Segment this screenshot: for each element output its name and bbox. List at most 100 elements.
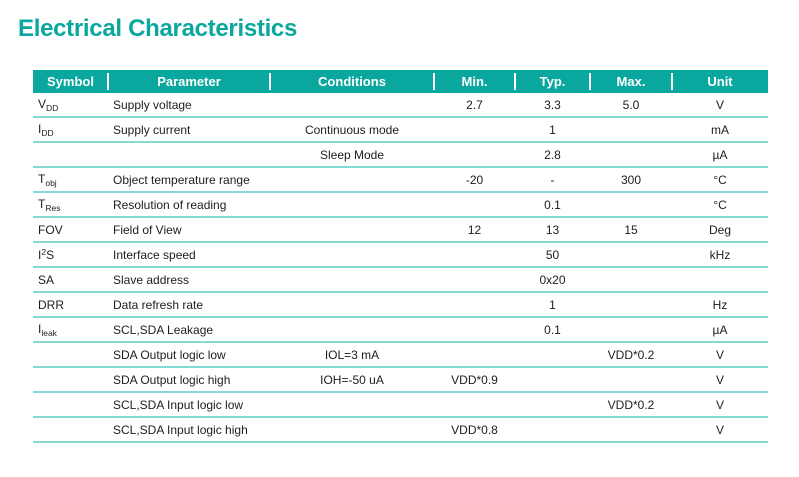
cell-typ: 2.8	[515, 142, 590, 168]
cell-min	[434, 192, 515, 218]
cell-min	[434, 267, 515, 293]
cell-symbol: SA	[33, 267, 108, 293]
cell-typ: 13	[515, 217, 590, 243]
table-row: I2S Interface speed 50 kHz	[33, 242, 768, 268]
cell-parameter: Interface speed	[108, 242, 270, 268]
cell-parameter: SCL,SDA Leakage	[108, 317, 270, 343]
table-row: Ileak SCL,SDA Leakage 0.1 µA	[33, 317, 768, 343]
cell-max: 300	[590, 167, 672, 193]
cell-unit: V	[672, 392, 768, 418]
cell-unit: V	[672, 342, 768, 368]
cell-parameter: Resolution of reading	[108, 192, 270, 218]
cell-min: VDD*0.9	[434, 367, 515, 393]
table-row: FOV Field of View 12 13 15 Deg	[33, 217, 768, 243]
table-header-row: Symbol Parameter Conditions Min. Typ. Max. Uni…	[33, 70, 768, 93]
cell-unit: µA	[672, 142, 768, 168]
cell-max	[590, 292, 672, 318]
symbol-text: I	[38, 321, 42, 336]
cell-min	[434, 342, 515, 368]
cell-parameter: SCL,SDA Input logic high	[108, 417, 270, 443]
cell-parameter: Field of View	[108, 217, 270, 243]
cell-symbol: I2S	[33, 242, 108, 268]
symbol-text: T	[38, 196, 46, 211]
symbol-text: I	[38, 121, 42, 136]
cell-unit: mA	[672, 117, 768, 143]
cell-symbol	[33, 142, 108, 168]
cell-unit: Deg	[672, 217, 768, 243]
cell-max	[590, 142, 672, 168]
cell-typ: 1	[515, 292, 590, 318]
cell-typ	[515, 392, 590, 418]
electrical-characteristics-table: Symbol Parameter Conditions Min. Typ. Max. Uni…	[33, 70, 768, 443]
cell-max	[590, 192, 672, 218]
cell-symbol	[33, 417, 108, 443]
cell-symbol: VDD	[33, 93, 108, 118]
column-header-conditions: Conditions	[269, 70, 434, 93]
cell-max	[590, 417, 672, 443]
table-row: SDA Output logic high IOH=-50 uA VDD*0.9 V	[33, 367, 768, 393]
cell-parameter: Slave address	[108, 267, 270, 293]
cell-conditions: Continuous mode	[270, 117, 434, 143]
cell-parameter: Data refresh rate	[108, 292, 270, 318]
column-header-symbol: Symbol	[33, 70, 108, 93]
cell-typ	[515, 367, 590, 393]
cell-min	[434, 142, 515, 168]
table-row: DRR Data refresh rate 1 Hz	[33, 292, 768, 318]
table-row: VDD Supply voltage 2.7 3.3 5.0 V	[33, 93, 768, 118]
cell-min: -20	[434, 167, 515, 193]
cell-max: VDD*0.2	[590, 342, 672, 368]
cell-max: 5.0	[590, 93, 672, 118]
cell-parameter: Supply current	[108, 117, 270, 143]
cell-max	[590, 317, 672, 343]
cell-min	[434, 317, 515, 343]
cell-typ: 1	[515, 117, 590, 143]
symbol-text: T	[38, 171, 46, 186]
cell-parameter: Supply voltage	[108, 93, 270, 118]
cell-max	[590, 242, 672, 268]
cell-conditions: IOL=3 mA	[270, 342, 434, 368]
cell-min: 12	[434, 217, 515, 243]
cell-conditions	[270, 417, 434, 443]
symbol-text: DRR	[38, 297, 64, 312]
cell-symbol	[33, 367, 108, 393]
cell-typ: 0.1	[515, 192, 590, 218]
cell-min: VDD*0.8	[434, 417, 515, 443]
cell-symbol: FOV	[33, 217, 108, 243]
cell-typ: 3.3	[515, 93, 590, 118]
cell-parameter: SDA Output logic low	[108, 342, 270, 368]
cell-symbol	[33, 342, 108, 368]
cell-typ: -	[515, 167, 590, 193]
cell-conditions	[270, 167, 434, 193]
table-row: IDD Supply current Continuous mode 1 mA	[33, 117, 768, 143]
cell-symbol	[33, 392, 108, 418]
cell-min	[434, 292, 515, 318]
table-row: SCL,SDA Input logic high VDD*0.8 V	[33, 417, 768, 443]
symbol-text: V	[38, 96, 47, 111]
table-header: Symbol Parameter Conditions Min. Typ. Max. Uni…	[33, 70, 768, 93]
cell-typ: 50	[515, 242, 590, 268]
cell-symbol: Tobj	[33, 167, 108, 193]
cell-min	[434, 117, 515, 143]
cell-conditions: IOH=-50 uA	[270, 367, 434, 393]
table-row: SA Slave address 0x20	[33, 267, 768, 293]
table-row: SDA Output logic low IOL=3 mA VDD*0.2 V	[33, 342, 768, 368]
cell-max	[590, 117, 672, 143]
cell-max: 15	[590, 217, 672, 243]
cell-unit: °C	[672, 167, 768, 193]
cell-conditions	[270, 392, 434, 418]
cell-unit: °C	[672, 192, 768, 218]
supscript-text: 2	[41, 247, 47, 257]
column-header-parameter: Parameter	[107, 70, 270, 93]
cell-typ	[515, 417, 590, 443]
cell-conditions	[270, 292, 434, 318]
subscript-text: Res	[45, 202, 61, 213]
cell-unit	[672, 267, 768, 293]
column-header-max: Max.	[589, 70, 672, 93]
cell-unit: V	[672, 367, 768, 393]
cell-parameter: SCL,SDA Input logic low	[108, 392, 270, 418]
column-header-typ: Typ.	[514, 70, 590, 93]
cell-parameter	[108, 142, 270, 168]
cell-typ	[515, 342, 590, 368]
subscript-text: leak	[41, 327, 57, 338]
cell-symbol: DRR	[33, 292, 108, 318]
